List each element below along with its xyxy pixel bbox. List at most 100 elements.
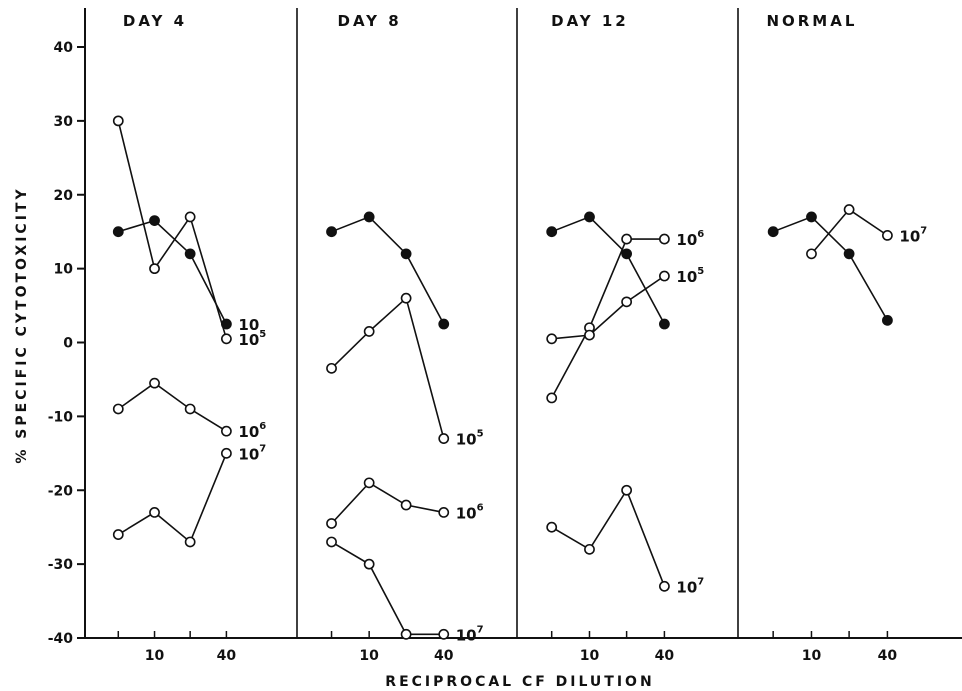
series-open-10e6: 106 xyxy=(112,377,266,441)
series-open-10e7: 107 xyxy=(112,443,266,548)
panel-title: DAY 8 xyxy=(338,12,402,30)
panel-day-12: DAY 12 10 40 106 105 107 xyxy=(546,12,704,664)
data-point xyxy=(221,425,232,437)
series-line xyxy=(551,275,665,340)
series-open-10e6: 106 xyxy=(546,229,704,404)
series-line xyxy=(117,382,227,432)
x-tick-label: 40 xyxy=(434,648,454,664)
data-point xyxy=(184,403,196,415)
data-point xyxy=(221,333,232,345)
data-point xyxy=(184,536,196,548)
data-point xyxy=(882,314,893,326)
series-line xyxy=(330,296,445,439)
y-tick-label: -40 xyxy=(48,631,74,647)
data-point xyxy=(659,580,670,592)
data-point xyxy=(659,270,670,282)
series-filled xyxy=(767,211,893,326)
series-open-10e5: 105 xyxy=(112,115,266,349)
data-point xyxy=(149,263,160,275)
data-point xyxy=(843,204,855,215)
data-point xyxy=(621,296,633,308)
data-point xyxy=(400,628,412,640)
series-label: 107 xyxy=(238,443,266,463)
data-point xyxy=(621,248,633,260)
y-tick-label: 40 xyxy=(54,40,74,56)
x-tick-label: 10 xyxy=(145,648,165,664)
data-point xyxy=(584,329,595,341)
data-point xyxy=(621,233,633,245)
data-point xyxy=(546,521,558,533)
data-point xyxy=(149,507,160,518)
y-tick-label: -10 xyxy=(48,409,74,425)
x-tick-label: 10 xyxy=(359,648,379,664)
series-line xyxy=(331,215,445,325)
series-label: 107 xyxy=(899,225,927,245)
panel-day-8: DAY 8 10 40 105 106 107 xyxy=(326,12,484,664)
data-point xyxy=(659,318,670,330)
series-label: 105 xyxy=(456,429,484,449)
data-point xyxy=(363,558,375,570)
series-open-10e7: 107 xyxy=(326,536,484,644)
series-line xyxy=(330,481,444,525)
series-label: 106 xyxy=(238,421,266,441)
series-label: 105 xyxy=(238,329,266,349)
panel-normal: NORMAL 10 40 107 xyxy=(766,12,927,664)
y-tick-label: 20 xyxy=(54,188,74,204)
data-point xyxy=(112,403,124,415)
data-point xyxy=(326,518,337,529)
data-point xyxy=(363,211,375,223)
y-tick-label: 30 xyxy=(54,114,74,130)
data-point xyxy=(767,226,779,238)
data-point xyxy=(363,477,375,489)
y-tick-label: -20 xyxy=(48,483,74,499)
series-open-10e5: 105 xyxy=(326,292,484,449)
series-line xyxy=(810,208,888,255)
y-tick-label: -30 xyxy=(48,557,74,573)
series-label: 10 xyxy=(238,316,259,334)
data-point xyxy=(149,215,160,227)
series-line xyxy=(551,215,666,325)
data-point xyxy=(326,536,337,548)
data-point xyxy=(621,484,633,496)
data-point xyxy=(843,248,855,260)
data-point xyxy=(184,211,196,223)
series-filled: 10 xyxy=(112,215,259,334)
data-point xyxy=(326,226,337,238)
x-axis-label: RECIPROCAL CF DILUTION xyxy=(385,674,654,690)
series-label: 106 xyxy=(676,229,704,249)
data-point xyxy=(546,226,558,238)
series-line xyxy=(550,238,665,399)
data-point xyxy=(882,229,893,241)
series-line xyxy=(117,453,228,544)
data-point xyxy=(112,115,124,127)
data-point xyxy=(149,377,160,389)
data-point xyxy=(400,248,412,260)
series-filled xyxy=(326,211,450,330)
data-point xyxy=(400,499,412,511)
data-point xyxy=(438,433,450,444)
series-line xyxy=(772,215,889,321)
data-point xyxy=(584,211,595,223)
series-label: 105 xyxy=(676,266,704,286)
data-point xyxy=(584,543,595,555)
series-label: 107 xyxy=(456,624,484,644)
data-point xyxy=(112,529,124,540)
y-tick-label: 10 xyxy=(54,262,74,278)
series-open-10e7: 107 xyxy=(546,484,704,596)
series-label: 107 xyxy=(676,576,704,596)
data-point xyxy=(326,362,337,374)
series-open-10e5: 105 xyxy=(546,266,704,345)
series-line xyxy=(118,219,228,325)
x-tick-label: 40 xyxy=(217,648,237,664)
data-point xyxy=(806,248,817,260)
series-open-10e6: 106 xyxy=(326,477,484,529)
series-line xyxy=(117,120,228,340)
y-axis-label: % SPECIFIC CYTOTOXICITY xyxy=(14,186,30,463)
x-tick-label: 40 xyxy=(878,648,898,664)
data-point xyxy=(400,292,412,304)
data-point xyxy=(438,507,450,518)
data-point xyxy=(438,628,450,640)
